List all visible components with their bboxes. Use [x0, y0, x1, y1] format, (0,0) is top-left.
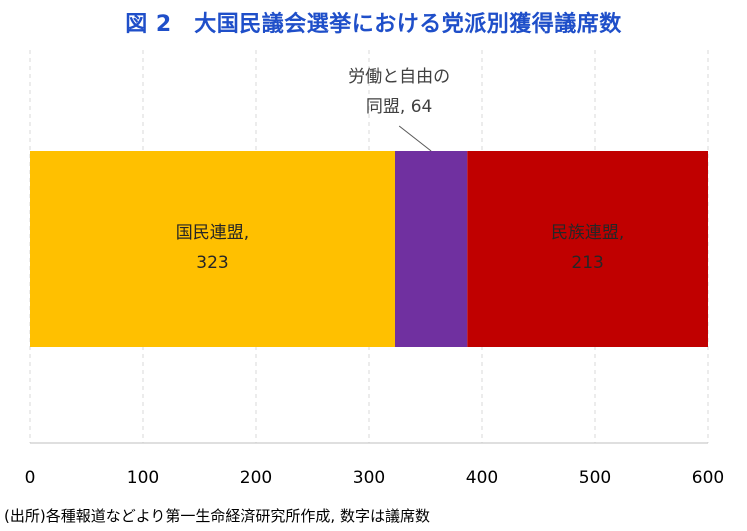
- x-tick-label: 400: [466, 468, 498, 488]
- leader-line: [398, 125, 432, 152]
- gridlines: [29, 50, 709, 443]
- data-label: 国民連盟, 323: [176, 223, 249, 273]
- x-tick-labels: 0 100 200 300 400 500 600: [25, 468, 725, 488]
- x-tick-label: 500: [579, 468, 611, 488]
- x-tick-label: 200: [240, 468, 272, 488]
- bar-segment: [394, 151, 468, 347]
- bar-segment: [30, 151, 395, 347]
- data-labels: 国民連盟, 323 労働と自由の同盟, 64 民族連盟, 213: [176, 67, 625, 273]
- chart-title: 図 2 大国民議会選挙における党派別獲得議席数: [125, 12, 622, 37]
- data-label: 民族連盟, 213: [551, 223, 624, 273]
- bar-segments: [30, 151, 708, 347]
- x-tick-label: 0: [25, 468, 36, 488]
- callout-label: 労働と自由の同盟, 64: [348, 67, 450, 117]
- x-tick-label: 300: [353, 468, 385, 488]
- x-tick-label: 600: [692, 468, 724, 488]
- source-note: (出所)各種報道などより第一生命経済研究所作成, 数字は議席数: [4, 507, 430, 525]
- x-tick-label: 100: [127, 468, 159, 488]
- bar-segment: [467, 151, 708, 347]
